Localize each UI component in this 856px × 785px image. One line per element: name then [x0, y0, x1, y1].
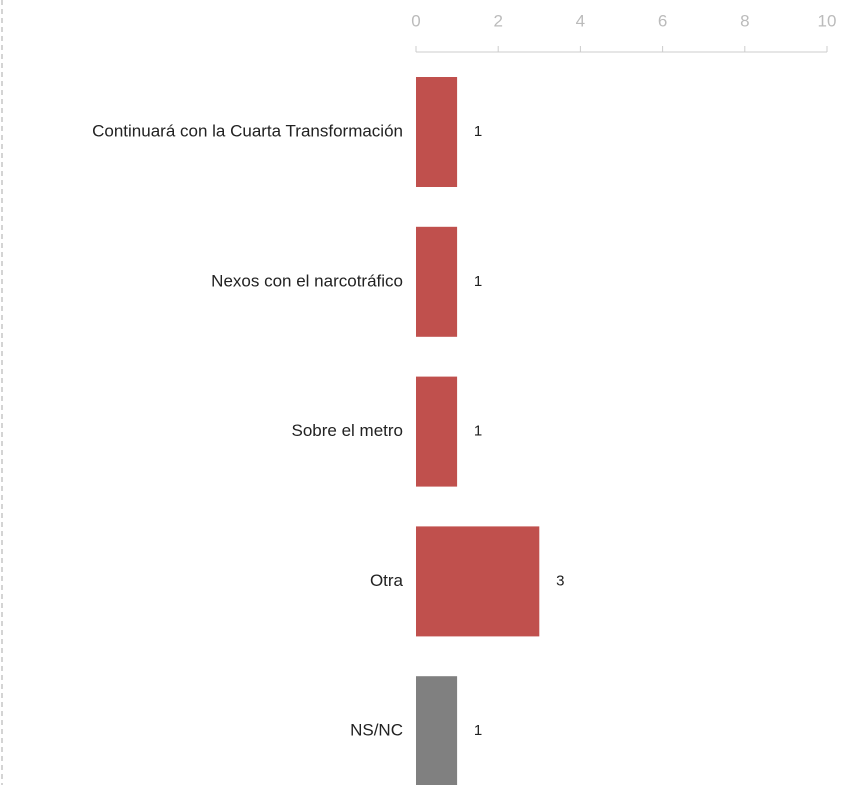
category-label: Nexos con el narcotráfico — [211, 271, 403, 290]
bar — [416, 77, 458, 187]
x-tick-label: 4 — [576, 11, 585, 30]
category-label: Continuará con la Cuarta Transformación — [92, 121, 403, 140]
category-label: Otra — [370, 571, 404, 590]
value-label: 1 — [474, 273, 482, 290]
bar — [416, 526, 540, 637]
x-tick-label: 2 — [493, 11, 502, 30]
category-label: NS/NC — [350, 721, 403, 740]
value-label: 1 — [474, 423, 482, 440]
value-label: 1 — [474, 123, 482, 140]
bar — [416, 676, 458, 785]
value-label: 3 — [556, 572, 564, 589]
bar — [416, 226, 458, 337]
x-tick-label: 10 — [818, 11, 837, 30]
x-tick-label: 6 — [658, 11, 667, 30]
category-label: Sobre el metro — [292, 421, 404, 440]
bar — [416, 376, 458, 487]
x-tick-label: 0 — [411, 11, 420, 30]
value-label: 1 — [474, 722, 482, 739]
x-tick-label: 8 — [740, 11, 749, 30]
